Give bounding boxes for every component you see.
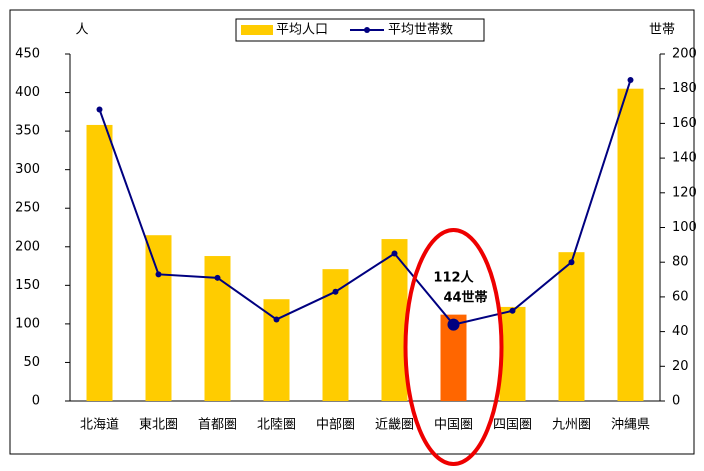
bar (617, 88, 644, 401)
line-marker (391, 250, 398, 257)
y2-tick-label: 160 (672, 116, 697, 131)
y-tick-label: 350 (15, 124, 40, 139)
x-tick-label: 中国圏 (434, 418, 473, 433)
legend-marker (364, 27, 370, 33)
x-tick-label: 北海道 (80, 418, 119, 433)
y2-tick-label: 180 (672, 81, 697, 96)
bar (381, 239, 408, 401)
y2-tick-label: 120 (672, 185, 697, 200)
legend-label: 平均世帯数 (388, 23, 453, 38)
line-marker (96, 106, 103, 113)
line-marker (273, 316, 280, 323)
x-tick-label: 四国圏 (493, 418, 532, 433)
bar (499, 306, 526, 401)
y-tick-label: 50 (23, 355, 40, 370)
y2-tick-label: 140 (672, 151, 697, 166)
legend-swatch (241, 25, 273, 35)
line-marker (155, 271, 162, 278)
line-marker (214, 274, 221, 281)
y2-tick-label: 0 (672, 394, 680, 409)
bar (86, 124, 113, 401)
y2-tick-label: 60 (672, 289, 689, 304)
line-marker (447, 318, 460, 331)
line-marker (568, 259, 575, 266)
bar (558, 252, 585, 401)
x-tick-label: 北陸圏 (257, 417, 296, 433)
line-marker (509, 307, 516, 314)
y2-tick-label: 100 (672, 220, 697, 235)
chart-border (9, 9, 695, 455)
line-series (98, 79, 632, 326)
bar (145, 235, 172, 401)
x-tick-label: 近畿圏 (375, 418, 414, 433)
legend-label: 平均人口 (276, 23, 328, 38)
y2-axis-title: 世帯 (649, 23, 675, 38)
annotation: 44世帯 (443, 290, 487, 306)
y-tick-label: 250 (15, 201, 40, 216)
x-tick-label: 東北圏 (139, 417, 178, 433)
x-tick-label: 沖縄県 (611, 418, 650, 433)
y2-tick-label: 200 (672, 47, 697, 62)
x-tick-label: 首都圏 (198, 418, 237, 433)
x-tick-label: 中部圏 (316, 418, 355, 433)
y2-tick-label: 80 (672, 255, 689, 270)
y-tick-label: 100 (15, 316, 40, 331)
y-tick-label: 150 (15, 278, 40, 293)
y-tick-label: 0 (32, 394, 40, 409)
y-tick-label: 450 (15, 47, 40, 62)
y2-tick-label: 20 (672, 359, 689, 374)
y-tick-label: 400 (15, 85, 40, 100)
annotation: 112人 (433, 270, 474, 286)
y-axis-title: 人 (75, 23, 88, 38)
line-marker (627, 77, 634, 84)
x-tick-label: 九州圏 (552, 418, 591, 433)
y-tick-label: 200 (15, 239, 40, 254)
y-tick-label: 300 (15, 162, 40, 177)
line-marker (332, 288, 339, 295)
y2-tick-label: 40 (672, 324, 689, 339)
highlight-ellipse (403, 228, 504, 466)
